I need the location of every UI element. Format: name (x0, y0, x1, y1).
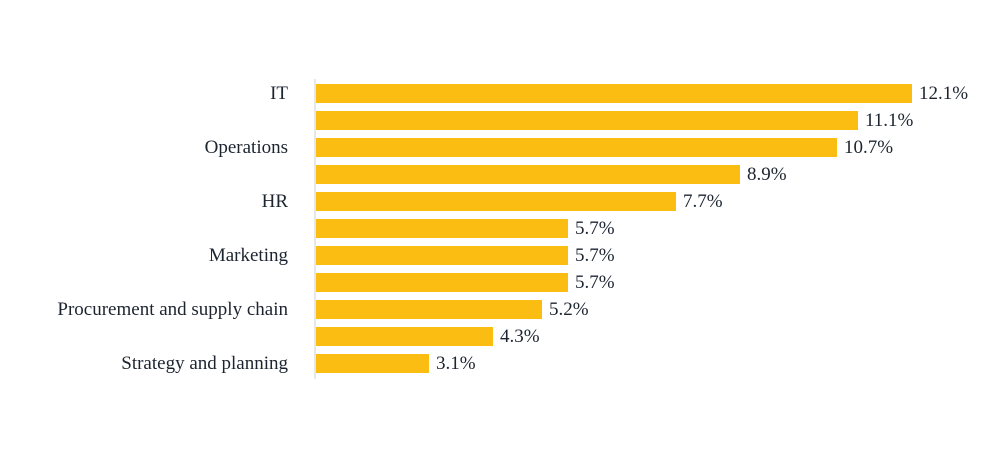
bar-zone: 4.3% (316, 327, 540, 346)
bar-value-label: 5.7% (575, 245, 615, 266)
bar (316, 84, 912, 103)
bar-zone: 5.7% (316, 246, 615, 265)
bar-value-label: 11.1% (865, 110, 914, 131)
bar (316, 192, 676, 211)
bar-zone: 5.7% (316, 273, 615, 292)
bar-value-label: 8.9% (747, 164, 787, 185)
bar-row: HR 7.7% (0, 188, 1000, 215)
bar-row: Procurement and supply chain 5.2% (0, 296, 1000, 323)
bar-row: IT 12.1% (0, 80, 1000, 107)
category-label: HR (261, 191, 288, 212)
bar-value-label: 10.7% (844, 137, 894, 158)
category-label: IT (270, 83, 288, 104)
bar-value-label: 12.1% (919, 83, 969, 104)
bar (316, 246, 568, 265)
bar-row: 5.7% (0, 269, 1000, 296)
bar-zone: 3.1% (316, 354, 476, 373)
bar-row: Operations 10.7% (0, 134, 1000, 161)
bar-value-label: 5.7% (575, 218, 615, 239)
bar-row: 4.3% (0, 323, 1000, 350)
bar-zone: 10.7% (316, 138, 893, 157)
bar-value-label: 4.3% (500, 326, 540, 347)
bar (316, 138, 837, 157)
bar-value-label: 5.2% (549, 299, 589, 320)
bar (316, 327, 493, 346)
category-label: Operations (204, 137, 288, 158)
bar-zone: 12.1% (316, 84, 968, 103)
vertical-axis-line (314, 79, 316, 379)
bar-row: Strategy and planning 3.1% (0, 350, 1000, 377)
bar-zone: 7.7% (316, 192, 723, 211)
bar (316, 165, 740, 184)
bar (316, 273, 568, 292)
category-label: Strategy and planning (121, 353, 288, 374)
bar-value-label: 7.7% (683, 191, 723, 212)
category-label: Marketing (208, 245, 288, 266)
bar (316, 354, 429, 373)
bar (316, 300, 542, 319)
bar-row: 11.1% (0, 107, 1000, 134)
bar-zone: 5.7% (316, 219, 615, 238)
bar-zone: 8.9% (316, 165, 787, 184)
bar-row: Marketing 5.7% (0, 242, 1000, 269)
bar-zone: 5.2% (316, 300, 589, 319)
bar-row: 8.9% (0, 161, 1000, 188)
category-label: Procurement and supply chain (57, 299, 288, 320)
bar (316, 219, 568, 238)
bar-value-label: 5.7% (575, 272, 615, 293)
bar-rows: IT 12.1% 11.1% Operations 10.7% 8.9% HR … (0, 80, 1000, 377)
bar (316, 111, 858, 130)
bar-zone: 11.1% (316, 111, 913, 130)
bar-row: 5.7% (0, 215, 1000, 242)
bar-value-label: 3.1% (436, 353, 476, 374)
